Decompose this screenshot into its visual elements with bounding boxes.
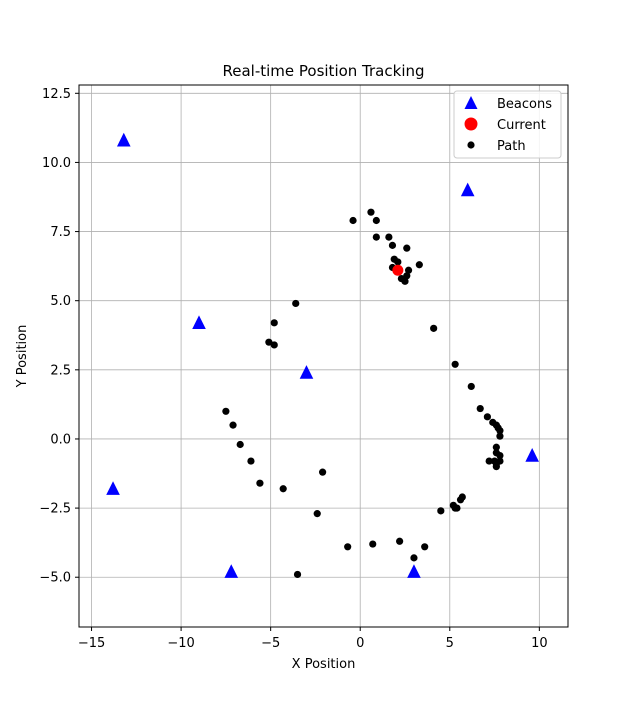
y-tick-label: 7.5	[50, 225, 71, 240]
path-point	[279, 485, 287, 493]
path-point	[236, 440, 244, 449]
beacon-marker	[525, 448, 539, 462]
path-point	[270, 341, 278, 349]
path-point	[403, 272, 411, 280]
path-point	[492, 443, 500, 451]
path-point	[265, 338, 273, 346]
path-point	[292, 299, 300, 308]
beacon-marker	[106, 481, 120, 495]
y-tick-label: −2.5	[39, 502, 71, 517]
path-point	[394, 258, 402, 266]
beacon-marker	[299, 365, 314, 379]
path-point	[319, 468, 327, 476]
legend-box	[453, 90, 562, 159]
path-point	[404, 266, 413, 274]
legend-path-marker	[467, 141, 475, 149]
path-point	[247, 457, 255, 465]
path-point	[453, 504, 461, 512]
path-point	[388, 241, 397, 249]
x-tick-label: 10	[531, 636, 548, 651]
beacon-marker	[460, 182, 475, 197]
beacon-marker	[116, 132, 131, 147]
legend-beacons-marker	[464, 96, 478, 109]
current-position-point	[392, 264, 404, 276]
data-points	[106, 132, 539, 579]
path-point	[403, 244, 411, 252]
path-point	[372, 233, 380, 241]
beacon-marker	[192, 315, 206, 330]
chart-title: Real-time Position Tracking	[222, 62, 424, 80]
path-point	[385, 233, 393, 241]
path-point	[349, 216, 357, 225]
path-point	[437, 507, 445, 515]
path-point	[367, 208, 375, 216]
y-tick-label: 10.0	[42, 156, 71, 171]
y-axis-ticks: −5.0 −2.5 0.0 2.5 5.0 7.5 10.0 12.5	[39, 87, 79, 586]
y-tick-label: 12.5	[42, 87, 71, 102]
x-tick-label: 5	[446, 636, 454, 651]
path-point	[421, 543, 429, 551]
path-point	[496, 427, 504, 435]
path-point	[369, 540, 377, 548]
x-tick-label: 0	[356, 636, 364, 651]
x-axis-label: X Position	[292, 657, 356, 672]
beacon-marker	[407, 564, 421, 578]
path-point	[496, 451, 504, 460]
x-axis-ticks: −15 −10 −5 0 5 10	[78, 627, 548, 651]
x-tick-label: −5	[261, 636, 280, 651]
path-point	[222, 407, 230, 415]
path-point	[458, 493, 466, 501]
beacon-marker	[224, 564, 239, 578]
path-point	[344, 543, 352, 551]
x-tick-label: −10	[167, 636, 194, 651]
path-point	[372, 216, 380, 225]
x-tick-label: −15	[78, 636, 105, 651]
legend-path-label: Path	[497, 139, 526, 154]
path-point	[485, 457, 493, 465]
path-point	[451, 360, 459, 368]
path-point	[313, 510, 321, 518]
path-point	[430, 324, 438, 332]
path-point	[401, 277, 409, 285]
path-point	[467, 382, 475, 391]
path-point	[415, 261, 423, 269]
path-point	[483, 413, 491, 421]
grid-lines	[79, 85, 568, 627]
path-point	[270, 319, 278, 327]
path-point	[476, 404, 484, 413]
path-point	[496, 432, 504, 440]
y-tick-label: −5.0	[39, 571, 71, 586]
y-tick-label: 0.0	[50, 432, 71, 447]
y-axis-label: Y Position	[15, 325, 30, 389]
y-tick-label: 2.5	[50, 363, 71, 378]
legend-beacons-label: Beacons	[497, 97, 552, 112]
path-point	[410, 554, 418, 562]
path-point	[293, 570, 302, 579]
legend-current-label: Current	[497, 118, 546, 133]
legend: Beacons Current Path	[453, 90, 562, 159]
legend-current-marker	[464, 117, 478, 131]
path-point	[396, 537, 404, 545]
y-tick-label: 5.0	[50, 294, 71, 309]
plot-frame	[78, 84, 569, 628]
path-point	[492, 463, 500, 471]
path-point	[229, 421, 237, 429]
path-point	[256, 479, 264, 487]
